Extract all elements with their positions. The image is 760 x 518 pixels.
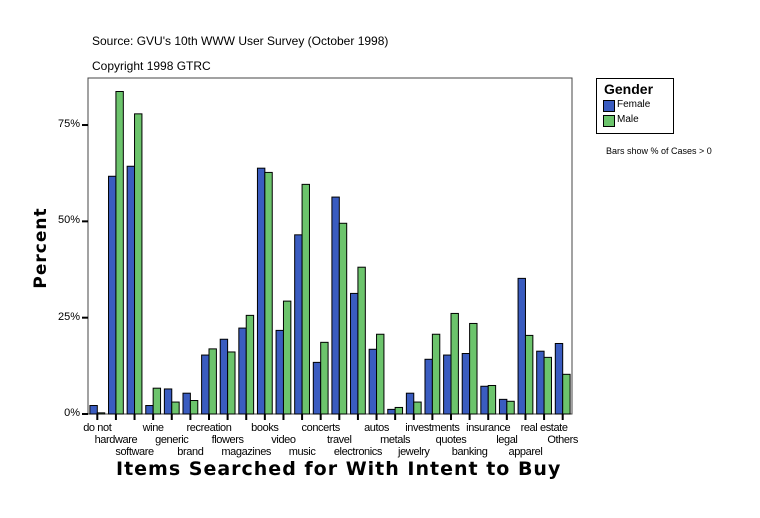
bar-male-do-not <box>96 412 106 415</box>
bar-female-Others <box>554 342 564 415</box>
bar-male-recreation <box>208 348 217 415</box>
x-tick-label: magazines <box>221 446 272 458</box>
bar-male-autos <box>376 333 385 415</box>
x-tick-label: autos <box>364 422 389 434</box>
bar-male-insurance <box>487 384 497 415</box>
y-tick-label: 25% <box>58 310 81 323</box>
x-tick-label: software <box>115 446 154 458</box>
source-text: Source: GVU's 10th WWW User Survey (Octo… <box>92 34 389 48</box>
bar-male-concerts <box>320 341 329 415</box>
legend-title: Gender <box>604 81 654 97</box>
x-tick-label: travel <box>327 434 352 446</box>
bar-male-Others <box>562 373 571 415</box>
bar-male-video <box>282 300 292 415</box>
bar-female-recreation <box>201 354 210 415</box>
bar-male-jewelry <box>413 401 422 415</box>
x-tick-label: music <box>288 446 316 458</box>
bar-male-metals <box>394 406 404 415</box>
bar-female-autos <box>368 348 378 415</box>
bar-female-quotes <box>443 354 452 415</box>
bar-male-travel <box>338 222 348 415</box>
bar-female-hardware <box>108 175 117 415</box>
x-tick-label: real estate <box>520 422 568 434</box>
bar-male-books <box>264 171 273 415</box>
bar-female-books <box>256 167 266 415</box>
x-tick-label: investments <box>405 422 460 434</box>
bar-male-real-estate <box>543 356 552 415</box>
bar-female-software <box>126 165 136 415</box>
bar-female-video <box>275 329 284 415</box>
bar-male-software <box>134 113 143 415</box>
bar-male-music <box>301 183 310 415</box>
y-tick-label: 75% <box>58 118 81 131</box>
bar-female-investments <box>424 358 433 415</box>
x-tick-label: apparel <box>508 446 543 458</box>
x-tick-label: metals <box>380 434 411 446</box>
bar-male-brand <box>189 400 199 415</box>
bar-female-apparel <box>517 277 526 415</box>
x-tick-label: quotes <box>435 434 467 446</box>
bar-female-do-not <box>89 405 98 415</box>
bar-female-wine <box>145 405 154 415</box>
legend: Gender Female Male <box>596 78 674 134</box>
x-tick-label: do not <box>83 422 112 434</box>
x-tick-label: books <box>251 422 279 434</box>
bar-male-hardware <box>115 91 124 415</box>
legend-label-male: Male <box>617 114 639 125</box>
bar-male-apparel <box>524 334 534 415</box>
legend-label-female: Female <box>617 99 651 110</box>
bar-male-electronics <box>357 266 366 415</box>
bar-male-flowers <box>227 351 236 415</box>
x-tick-label: generic <box>155 434 189 446</box>
x-tick-label: wine <box>142 422 164 434</box>
bar-female-music <box>294 234 303 415</box>
bar-male-investments <box>431 333 441 415</box>
x-tick-label: recreation <box>186 422 232 434</box>
copyright-text: Copyright 1998 GTRC <box>92 59 211 73</box>
bar-female-insurance <box>480 385 489 415</box>
x-tick-label: legal <box>496 434 518 446</box>
bar-male-magazines <box>245 314 255 415</box>
bar-female-concerts <box>312 361 322 415</box>
bar-female-generic <box>163 388 173 415</box>
bar-female-brand <box>182 392 191 415</box>
bar-female-flowers <box>219 338 229 415</box>
bar-male-generic <box>171 401 180 415</box>
x-tick-label: flowers <box>211 434 244 446</box>
bar-female-travel <box>331 196 340 415</box>
bar-female-electronics <box>350 292 359 415</box>
y-tick-label: 50% <box>58 214 81 227</box>
bar-female-legal <box>498 398 508 415</box>
legend-swatch-female <box>603 100 615 112</box>
x-tick-label: banking <box>451 446 488 458</box>
x-axis-title: Items Searched for With Intent to Buy <box>116 458 562 480</box>
x-tick-label: brand <box>177 446 204 458</box>
x-tick-label: Others <box>547 434 578 446</box>
bars-note: Bars show % of Cases > 0 <box>606 146 712 156</box>
bar-female-banking <box>461 353 471 415</box>
x-tick-label: electronics <box>333 446 383 458</box>
x-tick-label: insurance <box>466 422 511 434</box>
bar-male-legal <box>506 400 515 415</box>
x-tick-label: concerts <box>301 422 341 434</box>
legend-swatch-male <box>603 115 615 127</box>
bar-male-quotes <box>450 312 459 415</box>
x-tick-label: hardware <box>94 434 138 446</box>
plot-frame <box>87 77 573 415</box>
y-tick-label: 0% <box>64 407 80 419</box>
x-tick-label: jewelry <box>398 446 430 458</box>
x-tick-label: video <box>271 434 296 446</box>
bar-female-magazines <box>238 327 247 415</box>
bar-male-banking <box>469 322 478 415</box>
bar-female-jewelry <box>405 392 415 415</box>
bar-female-real-estate <box>536 350 545 415</box>
bar-female-metals <box>387 408 396 415</box>
bar-male-wine <box>152 387 162 415</box>
